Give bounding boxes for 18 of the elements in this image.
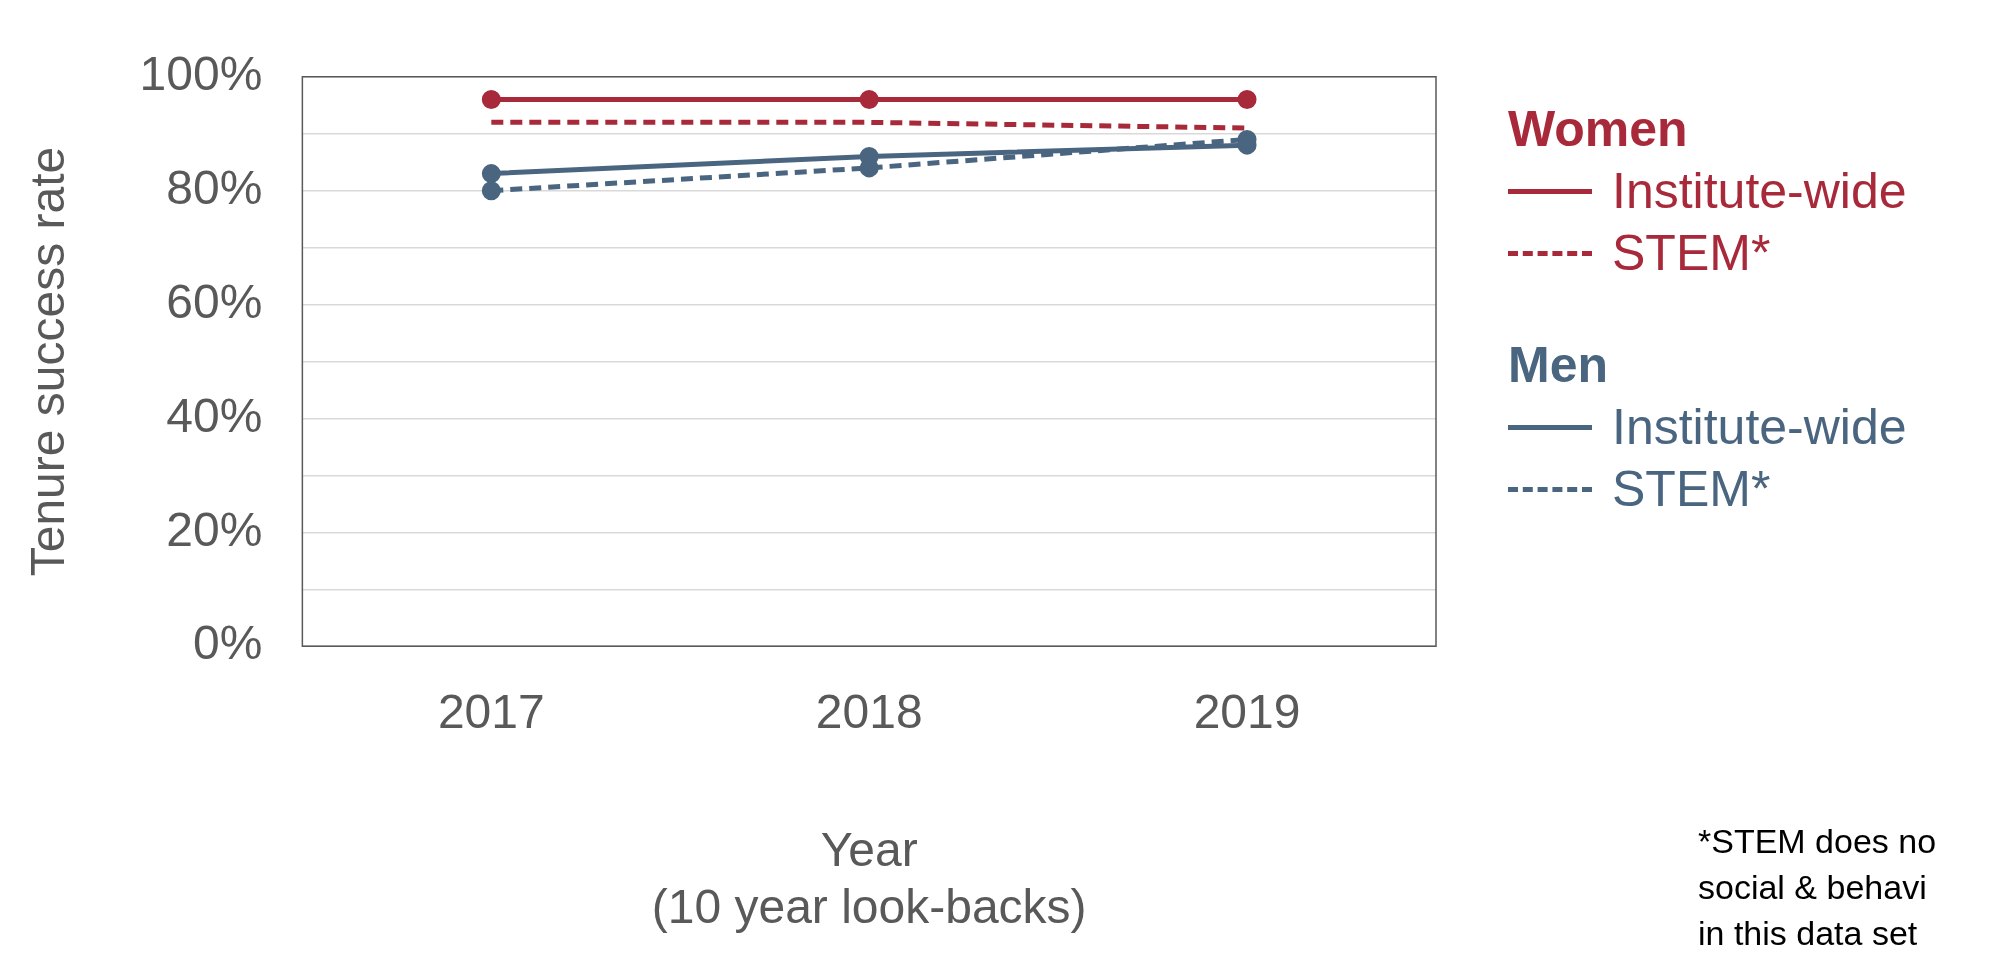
y-tick-label: 20% (166, 502, 263, 556)
x-axis-title: Year (10 year look-backs) (651, 822, 1087, 934)
y-tick-label: 100% (139, 47, 263, 101)
legend-label: STEM* (1612, 460, 1771, 519)
y-axis-title: Tenure success rate (21, 146, 75, 577)
y-tick-label: 60% (166, 274, 263, 328)
y-tick-label: 0% (192, 616, 263, 670)
legend-label: Institute-wide (1612, 162, 1907, 221)
legend-label: STEM* (1612, 224, 1771, 283)
x-tick-label: 2018 (815, 685, 923, 739)
text: *STEM does no social & behavi in this data set (1698, 821, 1937, 954)
text: Women (1508, 100, 1689, 159)
legend-label: Institute-wide (1612, 398, 1907, 457)
y-tick-label: 40% (166, 388, 263, 442)
text: Men (1508, 336, 1609, 395)
x-tick-label: 2019 (1193, 685, 1301, 739)
y-tick-label: 80% (166, 160, 263, 214)
x-tick-label: 2017 (437, 685, 545, 739)
